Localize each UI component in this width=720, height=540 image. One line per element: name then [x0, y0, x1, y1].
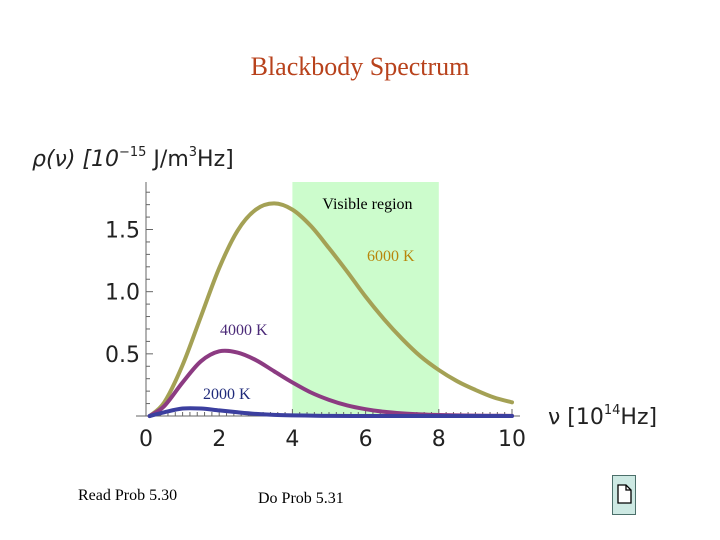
- x-tick-label: 8: [432, 427, 446, 452]
- series-curves: [147, 201, 514, 419]
- series-label-2000k: 2000 K: [203, 386, 251, 403]
- x-axis-label: ν [1014Hz]: [548, 403, 657, 430]
- y-axis-label-prefix: ρ(ν) [10: [32, 147, 119, 172]
- x-axis-label-suffix: Hz]: [620, 405, 657, 430]
- curve-6000k: [147, 201, 514, 418]
- document-button[interactable]: [612, 475, 636, 515]
- x-tick-label: 10: [498, 427, 526, 452]
- x-tick-label: 6: [359, 427, 373, 452]
- series-label-4000k: 4000 K: [220, 322, 268, 339]
- visible-region-label: Visible region: [322, 196, 412, 213]
- x-tick-label: 4: [285, 427, 299, 452]
- x-tick-label: 0: [139, 427, 153, 452]
- curve-2000k: [147, 406, 514, 419]
- y-axis-label-exp: −15: [119, 145, 146, 160]
- read-problem-note: Read Prob 5.30: [78, 487, 178, 504]
- x-tick-label: 2: [212, 427, 226, 452]
- y-axis-label-mid: J/m: [146, 147, 188, 172]
- series-label-6000k: 6000 K: [367, 248, 415, 265]
- y-tick-label: 1.5: [105, 219, 140, 244]
- document-icon: [617, 484, 632, 504]
- y-axis-label: ρ(ν) [10−15 J/m3Hz]: [32, 145, 234, 172]
- y-tick-label: 1.0: [105, 281, 140, 306]
- x-axis-label-prefix: ν [10: [548, 405, 604, 430]
- x-axis-label-exp: 14: [604, 403, 621, 418]
- tick-labels: 0 2 4 6 8 10 0.5 1.0 1.5: [105, 219, 526, 452]
- y-tick-label: 0.5: [105, 343, 140, 368]
- do-problem-note: Do Prob 5.31: [258, 490, 344, 507]
- y-axis-label-suffix: Hz]: [197, 147, 234, 172]
- y-axis-label-exp2: 3: [189, 145, 197, 160]
- slide-title: Blackbody Spectrum: [250, 52, 470, 81]
